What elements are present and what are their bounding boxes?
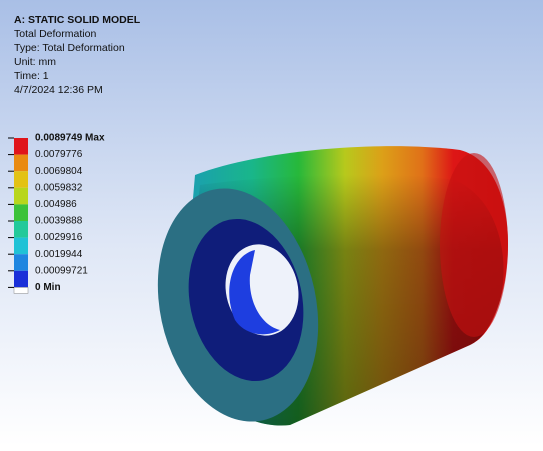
hole-inner — [229, 250, 280, 335]
header-line: Time: 1 — [14, 70, 49, 82]
legend-band — [14, 171, 28, 188]
legend-label: 0.0019944 — [35, 249, 83, 260]
header-line: 4/7/2024 12:36 PM — [14, 84, 103, 96]
legend-label: 0.0069804 — [35, 166, 83, 177]
legend-band — [14, 270, 28, 288]
legend-band — [14, 187, 28, 205]
legend-label: 0.0059832 — [35, 182, 83, 193]
header: A: STATIC SOLID MODEL Total Deformation T… — [14, 14, 141, 96]
legend-label: 0.004986 — [35, 199, 77, 210]
header-line: Type: Total Deformation — [14, 42, 125, 54]
legend: 0.0089749 Max 0.0079776 0.0069804 0.0059832… — [8, 133, 105, 294]
legend-band — [14, 254, 28, 271]
header-title: A: STATIC SOLID MODEL — [14, 14, 141, 26]
legend-label: 0 Min — [35, 282, 61, 293]
legend-label: 0.0039888 — [35, 216, 83, 227]
end-cap — [440, 153, 508, 337]
header-line: Unit: mm — [14, 56, 56, 68]
model — [157, 146, 508, 426]
legend-label: 0.00099721 — [35, 265, 88, 276]
legend-label: 0.0079776 — [35, 149, 83, 160]
legend-min-band — [13, 287, 29, 294]
legend-band — [14, 237, 28, 255]
legend-band — [14, 154, 28, 172]
legend-band — [14, 138, 28, 155]
legend-band — [14, 221, 28, 238]
legend-label: 0.0089749 Max — [35, 133, 105, 144]
header-line: Total Deformation — [14, 28, 96, 40]
legend-band — [14, 204, 28, 221]
legend-label: 0.0029916 — [35, 232, 83, 243]
